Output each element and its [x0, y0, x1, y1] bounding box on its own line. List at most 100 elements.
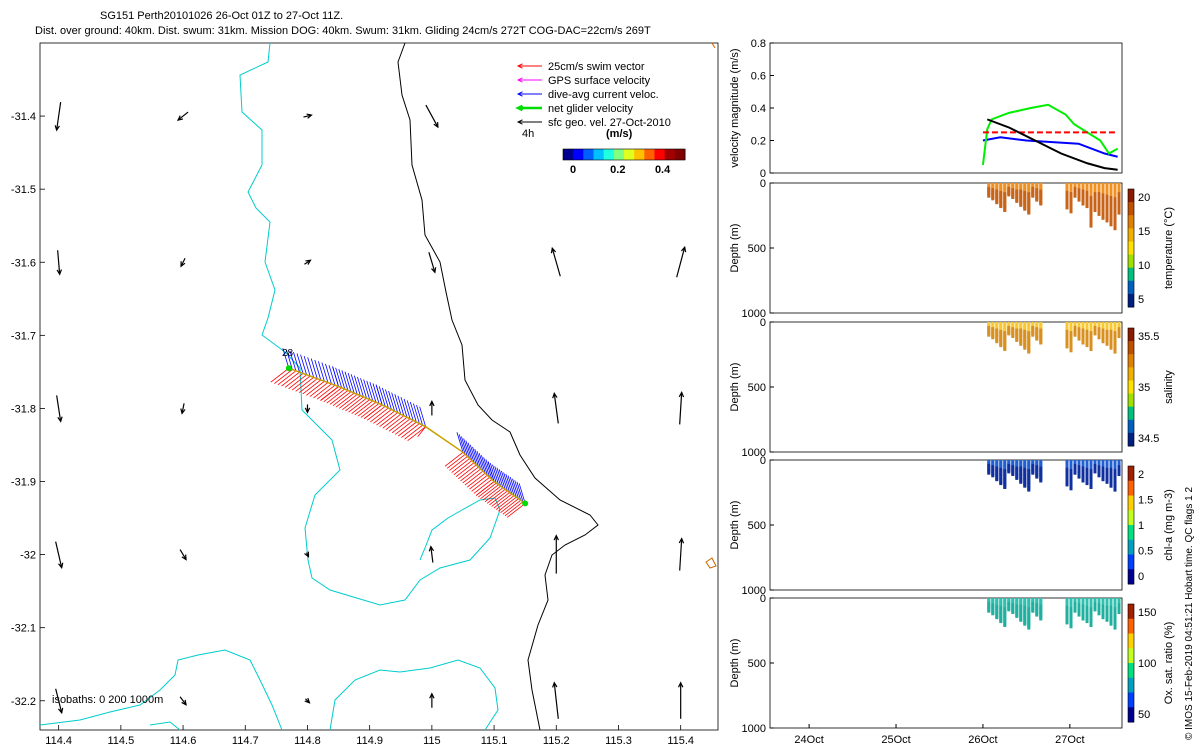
geo-vector — [553, 682, 559, 719]
dac-vector — [332, 366, 339, 387]
dac-vector — [357, 376, 364, 398]
profile-sample — [1109, 484, 1113, 488]
header-title: SG151 Perth20101026 26-Oct 01Z to 27-Oct… — [100, 10, 343, 22]
time-tick-label: 25Oct — [881, 734, 910, 746]
geo-vector-head — [678, 537, 685, 544]
legend-arrow-head — [516, 77, 523, 83]
dac-vector — [481, 455, 488, 476]
profile-sample — [987, 609, 991, 613]
geo-vector-head — [304, 697, 311, 704]
geo-vector-head — [54, 125, 60, 132]
start-dive-label: 28 — [282, 348, 294, 359]
geo-vector — [425, 104, 439, 128]
depth-colorbar-tick-label: 10 — [1138, 260, 1150, 272]
swim-vector — [404, 424, 423, 440]
dac-vector — [391, 392, 399, 413]
speed-panel-frame — [769, 42, 1123, 174]
geo-vector — [56, 395, 62, 422]
legend-arrow-head — [516, 119, 523, 125]
profile-sample — [1003, 209, 1007, 212]
dac-vector — [458, 434, 466, 455]
time-axis-ticks: 24Oct 25Oct 26Oct 27Oct — [794, 724, 1085, 746]
dac-vector — [489, 462, 497, 484]
geo-vector-head — [57, 416, 63, 423]
profile-sample — [1113, 488, 1117, 492]
geo-vector-head — [56, 269, 63, 276]
dac-vector — [360, 378, 367, 399]
depth-colorbar-swatch — [1128, 466, 1134, 482]
profile-sample — [1089, 224, 1093, 228]
geo-vector — [179, 696, 187, 706]
swim-vector — [451, 458, 470, 473]
swim-vector — [366, 406, 386, 421]
profile-sample — [1065, 483, 1069, 487]
profile-sample — [1085, 344, 1089, 348]
map-x-tick-label: 114.7 — [232, 735, 259, 747]
legend-label: sfc geo. vel. 27-Oct-2010 — [548, 117, 671, 129]
depth-y-tick-label: 500 — [748, 382, 766, 394]
dac-vector — [467, 442, 475, 463]
profile-sample — [1093, 332, 1097, 336]
swim-vector — [379, 412, 398, 427]
profile-sample — [1085, 205, 1089, 209]
speed-y-tick-label: 0.6 — [751, 71, 766, 83]
track-start-marker — [285, 365, 292, 372]
swim-vector — [453, 460, 473, 475]
colorbar-swatch — [583, 149, 594, 160]
map-y-ticks: -31.4 -31.5 -31.6 -31.7 -31.8 -31.9 -32 -32.1 -3… — [11, 111, 45, 708]
dac-vector — [344, 371, 352, 392]
geo-vector-head — [552, 681, 558, 688]
dac-vector — [341, 370, 349, 391]
colorbar-swatch — [644, 149, 655, 160]
track-end-marker — [522, 500, 529, 507]
swim-vector — [357, 401, 377, 417]
swim-vector — [388, 416, 408, 432]
depth-colorbar-frame — [1127, 465, 1135, 585]
dac-vector — [419, 406, 427, 427]
legend-label: GPS surface velocity — [548, 75, 651, 87]
geo-vector — [679, 538, 683, 571]
colorbar-unit: (m/s) — [606, 128, 633, 140]
profile-sample — [1081, 341, 1085, 345]
swim-vector — [298, 378, 318, 393]
dac-vector — [303, 355, 311, 377]
geo-vector-head — [305, 259, 312, 265]
depth-y-label: Depth (m) — [729, 224, 741, 273]
swim-vector — [498, 496, 517, 512]
swim-vector — [335, 392, 355, 408]
geo-vector-head — [429, 400, 435, 407]
depth-colorbar-tick-label: 0.5 — [1138, 546, 1153, 558]
depth-colorbar-swatch — [1128, 648, 1134, 664]
depth-colorbar-tick-label: 2 — [1138, 469, 1144, 481]
time-tick-label: 26Oct — [968, 734, 997, 746]
depth-colorbar-swatch — [1128, 280, 1134, 295]
depth-y-tick-label: 500 — [748, 520, 766, 532]
depth-colorbar-swatch — [1128, 525, 1134, 541]
map-y-tick-label: -31.4 — [11, 111, 36, 123]
geo-vector-head — [428, 545, 435, 552]
profile-sample — [1085, 620, 1089, 624]
depth-y-tick-label: 500 — [748, 658, 766, 670]
profile-sample — [1003, 624, 1007, 627]
profile-sample — [1023, 622, 1027, 626]
profile-sample — [1035, 337, 1039, 341]
map-x-tick-label: 115 — [423, 735, 441, 747]
profile-sample — [1023, 207, 1027, 211]
depth-colorbar-tick-label: 100 — [1138, 658, 1156, 670]
geo-vector-head — [677, 681, 684, 688]
profile-sample — [1113, 350, 1117, 354]
swim-vector — [502, 499, 521, 515]
profile-sample — [1077, 613, 1081, 617]
depth-colorbar-swatch — [1128, 633, 1134, 649]
profile-sample — [1109, 346, 1113, 350]
profile-sample — [1105, 342, 1109, 346]
profile-sample — [1097, 212, 1101, 216]
geo-vector — [679, 392, 683, 425]
profile-sample — [1077, 198, 1081, 202]
depth-colorbar-swatch — [1128, 341, 1134, 355]
profile-sample — [1015, 476, 1019, 480]
profile-sample — [991, 474, 995, 478]
profile-sample — [1027, 626, 1031, 630]
geo-vector — [181, 403, 185, 414]
profile-sample — [1019, 480, 1023, 484]
